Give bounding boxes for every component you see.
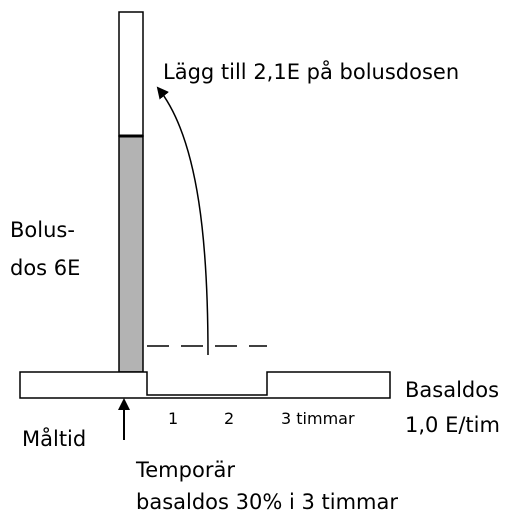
temporary-label: basaldos 30% i 3 timmar: [136, 490, 398, 514]
meal-label: Måltid: [22, 426, 86, 451]
bolus-extra-bar: [118, 11, 144, 137]
bolus-label: Bolus-: [10, 218, 75, 242]
bolus-bar: [118, 135, 144, 373]
hour-label: 3 timmar: [281, 409, 355, 428]
basal-label: Basaldos: [405, 378, 499, 402]
basal-bar: [19, 371, 391, 399]
annotation: Lägg till 2,1E på bolusdosen: [163, 59, 459, 84]
temporary-label: Temporär: [135, 458, 235, 482]
hour-label: 2: [224, 409, 234, 428]
hour-label: 1: [168, 409, 178, 428]
bolus-label: dos 6E: [10, 256, 80, 280]
curved-arrow: [156, 86, 209, 356]
basal-label: 1,0 E/tim: [405, 413, 500, 437]
